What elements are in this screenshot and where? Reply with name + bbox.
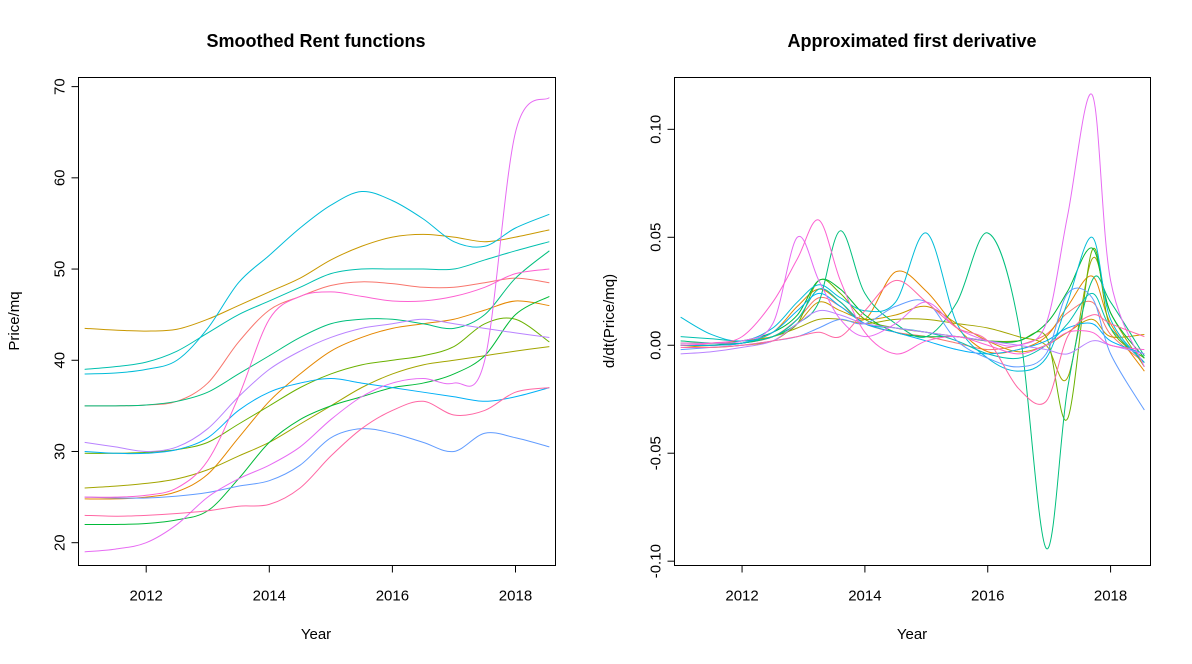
- series-line: [84, 317, 550, 454]
- x-tick-label: 2012: [130, 588, 163, 605]
- y-tick-label: 20: [52, 534, 69, 551]
- x-tick-label: 2014: [253, 588, 286, 605]
- left-chart-panel: Smoothed Rent functions Year Price/mq 20…: [6, 31, 556, 643]
- x-axis: 2012 2014 2016 2018: [725, 565, 1127, 605]
- series-line: [680, 93, 1145, 368]
- plot-frame: [78, 77, 556, 566]
- series-line: [84, 97, 550, 553]
- y-tick-label: -0.05: [648, 436, 665, 470]
- series-line: [84, 318, 550, 452]
- y-axis-label: Price/mq: [6, 291, 23, 350]
- series-line: [84, 387, 550, 517]
- series-line: [680, 292, 1145, 355]
- y-axis: 20 30 40 50 60 70: [52, 78, 79, 551]
- x-tick-label: 2012: [725, 588, 758, 605]
- y-tick-label: 0.00: [648, 331, 665, 360]
- y-tick-label: 30: [52, 443, 69, 460]
- series-line: [84, 229, 550, 332]
- chart-title: Approximated first derivative: [787, 31, 1036, 51]
- series-line: [680, 270, 1145, 372]
- chart-title: Smoothed Rent functions: [207, 31, 426, 51]
- series-line: [84, 300, 550, 500]
- x-tick-label: 2016: [971, 588, 1004, 605]
- y-axis-label: d/dt(Price/mq): [601, 274, 618, 368]
- series-line: [84, 191, 550, 375]
- y-tick-label: 40: [52, 352, 69, 369]
- y-tick-label: 50: [52, 261, 69, 278]
- series-line: [84, 428, 550, 499]
- right-chart-panel: Approximated first derivative Year d/dt(…: [601, 31, 1151, 643]
- series-line: [680, 219, 1145, 355]
- series-lines: [680, 93, 1145, 550]
- plot-frame: [674, 77, 1151, 566]
- y-tick-label: 70: [52, 78, 69, 95]
- x-tick-label: 2016: [376, 588, 409, 605]
- x-tick-label: 2014: [848, 588, 881, 605]
- y-tick-label: 60: [52, 169, 69, 186]
- series-line: [84, 277, 550, 407]
- y-tick-label: 0.05: [648, 223, 665, 252]
- series-line: [84, 250, 550, 407]
- series-line: [84, 268, 550, 498]
- series-line: [680, 279, 1145, 405]
- x-axis: 2012 2014 2016 2018: [130, 565, 532, 605]
- series-lines: [84, 97, 550, 553]
- series-line: [84, 241, 550, 370]
- y-tick-label: -0.10: [648, 544, 665, 578]
- series-line: [84, 378, 550, 455]
- x-axis-label: Year: [897, 626, 927, 643]
- x-tick-label: 2018: [499, 588, 532, 605]
- series-line: [84, 295, 550, 526]
- series-line: [84, 346, 550, 489]
- y-axis: -0.10 -0.05 0.00 0.05 0.10: [648, 115, 675, 578]
- series-line: [680, 309, 1145, 355]
- x-axis-label: Year: [301, 626, 331, 643]
- series-line: [680, 232, 1145, 372]
- y-tick-label: 0.10: [648, 115, 665, 144]
- x-tick-label: 2018: [1094, 588, 1127, 605]
